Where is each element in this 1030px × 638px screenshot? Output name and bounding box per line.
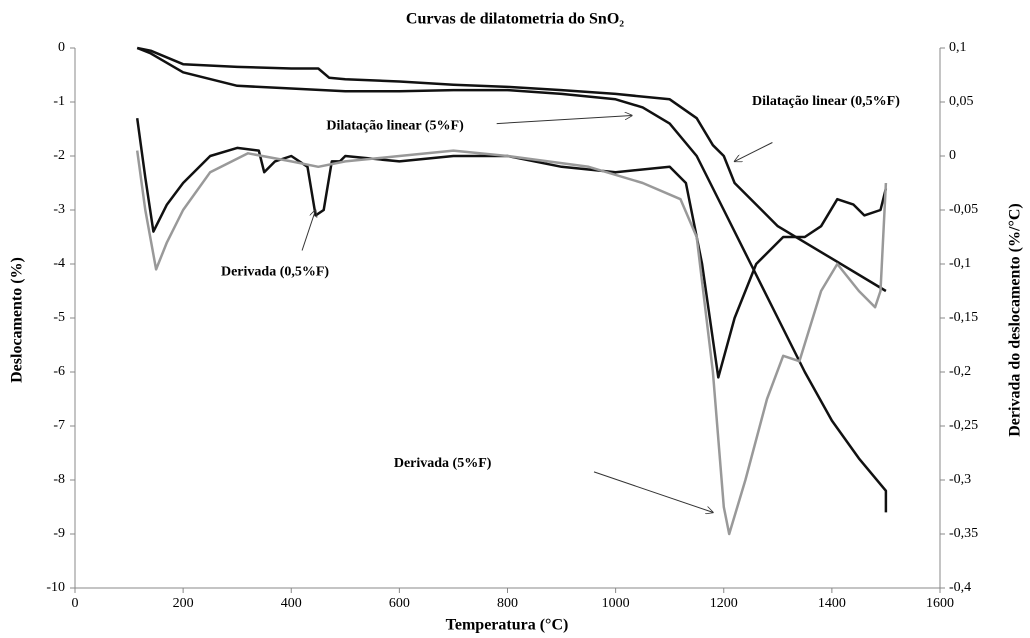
y2-tick-label: -0,35	[949, 526, 978, 541]
x-tick-label: 1400	[818, 596, 846, 611]
y2-axis-title: Derivada do deslocamento (%/°C)	[1007, 203, 1024, 436]
y-tick-label: -3	[53, 202, 65, 217]
x-tick-label: 1200	[710, 596, 738, 611]
x-tick-label: 600	[389, 596, 410, 611]
x-tick-label: 400	[281, 596, 302, 611]
annotation-arrow	[735, 142, 773, 162]
x-tick-label: 0	[72, 596, 79, 611]
annotation: Derivada (0,5%F)	[221, 264, 329, 279]
y2-tick-label: -0,1	[949, 256, 971, 271]
x-tick-label: 1600	[926, 596, 954, 611]
y-tick-label: -7	[53, 418, 65, 433]
series-line	[136, 46, 888, 513]
y2-tick-label: -0,2	[949, 364, 971, 379]
series-line	[136, 46, 887, 293]
y-tick-label: -9	[53, 526, 65, 541]
y-tick-label: -2	[53, 148, 65, 163]
y2-tick-label: -0,3	[949, 472, 971, 487]
y2-tick-label: 0	[949, 148, 956, 163]
y-tick-label: -6	[53, 364, 65, 379]
x-tick-label: 1000	[602, 596, 630, 611]
annotation: Dilatação linear (5%F)	[326, 119, 464, 134]
annotation-arrow	[593, 471, 713, 513]
y2-tick-label: -0,15	[949, 310, 978, 325]
y2-tick-label: 0,1	[949, 40, 967, 55]
chart-title: Curvas de dilatometria do SnO₂	[406, 11, 624, 28]
y-tick-label: -10	[46, 580, 65, 595]
y-axis-title: Deslocamento (%)	[9, 257, 26, 383]
y2-tick-label: -0,4	[949, 580, 971, 595]
series-line	[135, 118, 888, 379]
y-tick-label: -1	[53, 94, 65, 109]
annotation: Dilatação linear (0,5%F)	[752, 94, 900, 109]
annotation-arrow	[496, 116, 632, 125]
annotation: Derivada (5%F)	[394, 456, 492, 471]
y2-tick-label: -0,05	[949, 202, 978, 217]
y-tick-label: -8	[53, 472, 65, 487]
x-tick-label: 800	[497, 596, 518, 611]
annotation-arrow	[301, 210, 316, 251]
y-tick-label: 0	[58, 40, 65, 55]
y2-tick-label: -0,25	[949, 418, 978, 433]
y2-tick-label: 0,05	[949, 94, 974, 109]
series-line	[135, 149, 888, 536]
x-axis-title: Temperatura (°C)	[446, 617, 569, 634]
y-tick-label: -4	[53, 256, 65, 271]
y-tick-label: -5	[53, 310, 65, 325]
x-tick-label: 200	[173, 596, 194, 611]
